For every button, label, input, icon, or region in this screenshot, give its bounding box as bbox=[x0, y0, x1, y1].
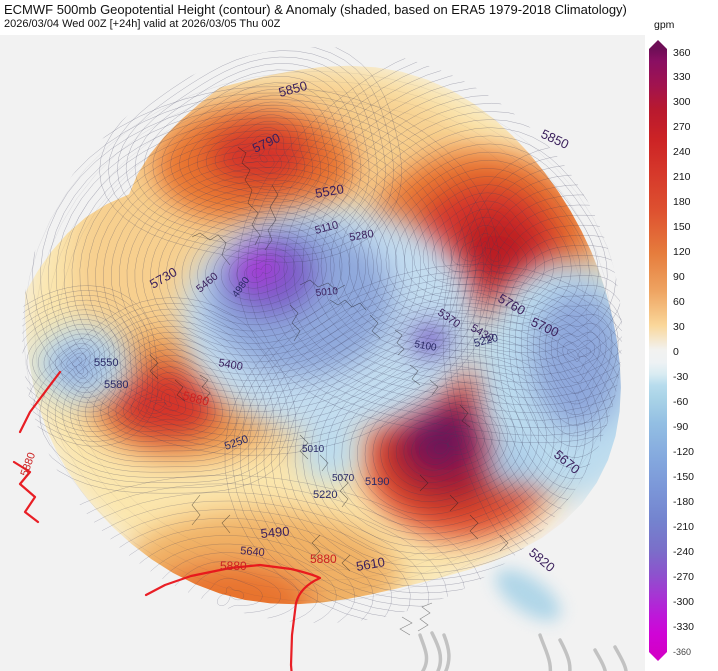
svg-text:5070: 5070 bbox=[332, 473, 355, 484]
svg-text:5010: 5010 bbox=[315, 286, 339, 299]
svg-text:5010: 5010 bbox=[302, 444, 325, 455]
svg-text:5880: 5880 bbox=[220, 559, 247, 573]
svg-text:5190: 5190 bbox=[365, 476, 389, 488]
svg-text:5490: 5490 bbox=[260, 524, 290, 541]
svg-text:5550: 5550 bbox=[94, 357, 118, 369]
svg-text:5640: 5640 bbox=[240, 545, 265, 559]
svg-text:5880: 5880 bbox=[310, 552, 337, 566]
svg-text:5580: 5580 bbox=[104, 379, 128, 391]
svg-text:5220: 5220 bbox=[313, 489, 337, 501]
